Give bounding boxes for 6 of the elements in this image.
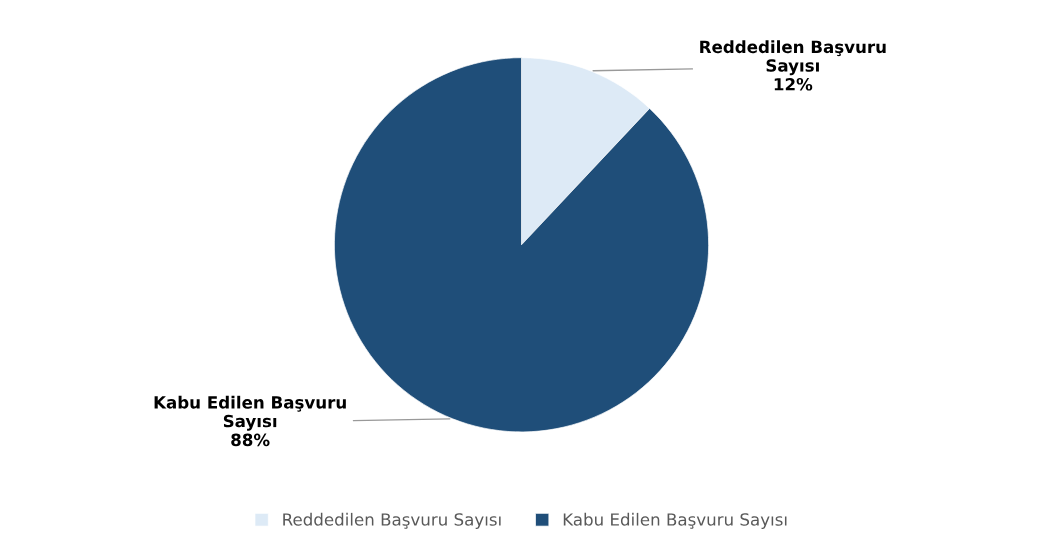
slice-label: Kabu Edilen Başvuru Sayısı [154,395,346,431]
data-label: 12% [774,77,813,91]
legend-label: Kabu Edilen Başvuru Sayısı [563,512,787,529]
data-label: 88% [231,433,270,447]
slice-label: Reddedilen Başvuru Sayısı [700,40,886,76]
legend-label: Reddedilen Başvuru Sayısı [283,512,501,529]
